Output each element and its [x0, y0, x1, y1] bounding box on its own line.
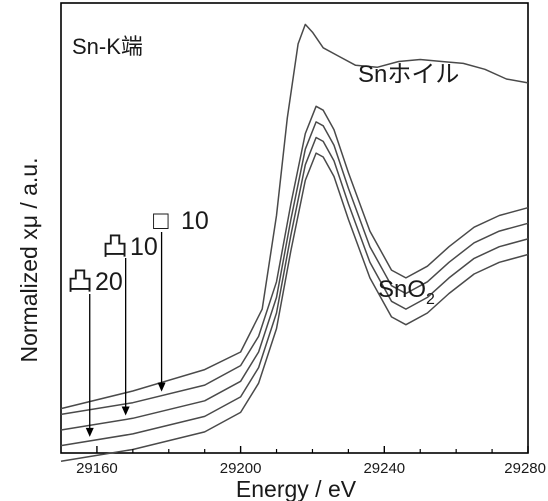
- annotation-arrows: [85, 232, 166, 437]
- x-ticks: 29160 29200 29240 29280: [76, 446, 546, 477]
- annotation-convex10-mark: 凸: [102, 231, 128, 261]
- curves: [60, 23, 529, 462]
- x-tick-label-3: 29240: [363, 460, 405, 477]
- annotation-square-10: □ 10: [153, 205, 209, 235]
- x-axis-label: Energy / eV: [236, 476, 357, 501]
- annotation-arrow-head-3: [85, 427, 94, 437]
- sno2-label: SnO2: [378, 276, 435, 308]
- annotation-arrow-head-1: [157, 382, 166, 392]
- series-line-4: [60, 136, 529, 447]
- annotation-arrow-head-2: [121, 406, 130, 416]
- series-line-1: [60, 23, 529, 410]
- annotation-convex-10: 凸 10: [102, 231, 158, 261]
- annotation-convex10-text: 10: [130, 233, 158, 261]
- series-line-2: [60, 105, 529, 416]
- x-tick-label-1: 29160: [76, 460, 118, 477]
- annotation-convex20-text: 20: [95, 268, 123, 296]
- sno2-label-main: SnO: [378, 276, 426, 303]
- annotation-convex20-mark: 凸: [67, 266, 93, 296]
- plot-frame: [60, 2, 529, 454]
- y-axis-label: Normalized xμ / a.u.: [16, 158, 42, 363]
- series-line-3: [60, 121, 529, 431]
- foil-label: Snホイル: [358, 61, 459, 88]
- annotation-square-text: 10: [181, 207, 209, 235]
- x-tick-label-4: 29280: [504, 460, 546, 477]
- edge-label: Sn-K端: [72, 34, 143, 59]
- annotation-convex-20: 凸 20: [67, 266, 123, 296]
- series-line-5: [60, 152, 529, 462]
- annotation-square-mark: □: [153, 205, 169, 235]
- x-tick-label-2: 29200: [220, 460, 262, 477]
- sno2-label-subscript: 2: [426, 291, 435, 308]
